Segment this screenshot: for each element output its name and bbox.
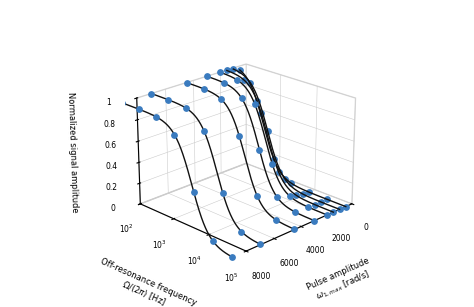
X-axis label: Pulse amplitude
$\omega_{1,max}$ [rad/s]: Pulse amplitude $\omega_{1,max}$ [rad/s] <box>306 257 377 305</box>
Y-axis label: Off-resonance frequency
$\Omega/(2\pi)$ [Hz]: Off-resonance frequency $\Omega/(2\pi)$ … <box>94 256 198 307</box>
